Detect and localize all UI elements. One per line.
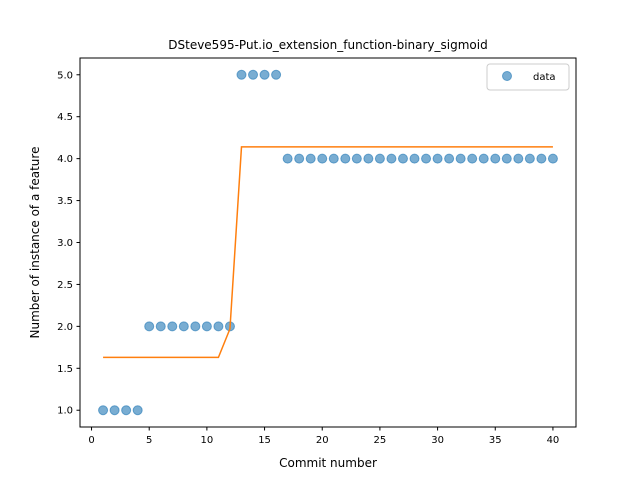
y-tick-label: 2.0 [57, 322, 73, 333]
legend: data [486, 63, 570, 91]
data-point [513, 153, 524, 164]
data-point [478, 153, 489, 164]
data-point [132, 405, 143, 416]
x-tick-label: 15 [258, 435, 271, 446]
data-point [213, 321, 224, 332]
data-point [248, 69, 259, 80]
x-axis: 0 5 10 15 20 25 30 35 40 [88, 427, 559, 446]
data-point [397, 153, 408, 164]
data-point [386, 153, 397, 164]
data-point [351, 153, 362, 164]
data-point [144, 321, 155, 332]
legend-label: data [533, 72, 556, 83]
y-tick-label: 5.0 [57, 70, 73, 81]
x-tick-label: 5 [146, 435, 152, 446]
data-point [236, 69, 247, 80]
y-tick-label: 1.0 [57, 406, 73, 417]
data-point [98, 405, 109, 416]
data-point [259, 69, 270, 80]
data-point [271, 69, 282, 80]
x-tick-label: 25 [374, 435, 387, 446]
x-tick-label: 30 [431, 435, 444, 446]
fit-line [103, 146, 553, 359]
y-tick-label: 2.5 [57, 280, 73, 291]
x-tick-label: 40 [547, 435, 560, 446]
y-tick-label: 3.0 [57, 238, 73, 249]
x-tick-label: 0 [88, 435, 94, 446]
data-point [467, 153, 478, 164]
legend-box [486, 63, 570, 91]
y-axis-title: Number of instance of a feature [28, 147, 42, 339]
y-tick-label: 1.5 [57, 364, 73, 375]
data-point [444, 153, 455, 164]
y-tick-label: 3.5 [57, 196, 73, 207]
data-point [109, 405, 120, 416]
x-tick-label: 10 [201, 435, 214, 446]
x-tick-label: 20 [316, 435, 329, 446]
data-point [328, 153, 339, 164]
data-point [201, 321, 212, 332]
plot-marks [98, 69, 558, 416]
data-point [524, 153, 535, 164]
data-point [121, 405, 132, 416]
y-tick-label: 4.0 [57, 154, 73, 165]
data-point [547, 153, 558, 164]
data-point [305, 153, 316, 164]
y-axis: 1.0 1.5 2.0 2.5 3.0 3.5 4.0 4.5 5.0 [57, 70, 80, 417]
data-point [536, 153, 547, 164]
data-point [340, 153, 351, 164]
chart-title: DSteve595-Put.io_extension_function-bina… [168, 38, 487, 52]
data-point [167, 321, 178, 332]
data-point [190, 321, 201, 332]
data-point [432, 153, 443, 164]
legend-marker [502, 71, 512, 81]
data-point [455, 153, 466, 164]
x-tick-label: 35 [489, 435, 502, 446]
data-point [155, 321, 166, 332]
data-point [282, 153, 293, 164]
data-point [421, 153, 432, 164]
data-point [374, 153, 385, 164]
data-point [294, 153, 305, 164]
y-tick-label: 4.5 [57, 112, 73, 123]
data-point [178, 321, 189, 332]
data-point [501, 153, 512, 164]
data-point [490, 153, 501, 164]
data-point [409, 153, 420, 164]
plot-frame [79, 57, 577, 428]
x-axis-title: Commit number [279, 456, 377, 470]
data-point [317, 153, 328, 164]
data-point [363, 153, 374, 164]
